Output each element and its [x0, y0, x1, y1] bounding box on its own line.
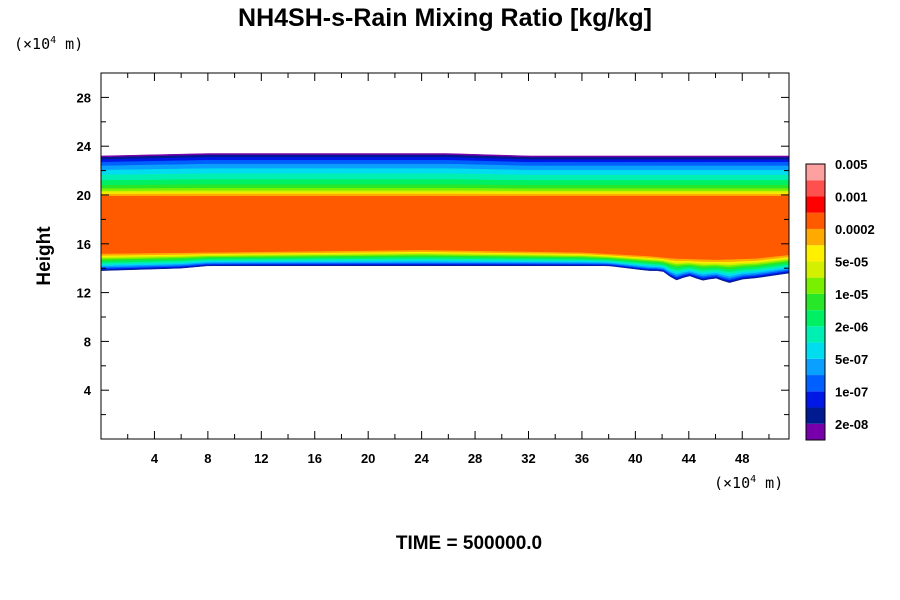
colorbar-swatch — [806, 310, 825, 327]
colorbar: 2e-08 1e-07 5e-07 2e-06 1e-05 5e-05 0.0002 0.00… — [805, 157, 875, 441]
y-axis-label: Height — [34, 226, 55, 286]
x-axis-ticks: 4 8 12 16 20 24 28 32 36 40 44 48 — [127, 73, 770, 466]
colorbar-swatch — [806, 180, 825, 197]
x-tick-label: 24 — [414, 451, 429, 466]
y-tick-label: 20 — [77, 188, 91, 203]
colorbar-swatch — [806, 342, 825, 359]
colorbar-swatch — [806, 326, 825, 343]
colorbar-label: 0.0002 — [835, 222, 875, 237]
colorbar-swatch — [806, 407, 825, 424]
x-tick-label: 40 — [628, 451, 642, 466]
x-axis-unit: (×104 m) — [714, 474, 783, 492]
time-label: TIME = 500000.0 — [396, 533, 542, 554]
chart-title: NH4SH-s-Rain Mixing Ratio [kg/kg] — [238, 4, 652, 32]
y-tick-label: 8 — [84, 334, 91, 349]
colorbar-label: 2e-06 — [835, 319, 868, 334]
colorbar-label: 5e-05 — [835, 254, 868, 269]
colorbar-swatch — [806, 228, 825, 246]
y-tick-label: 24 — [77, 139, 92, 154]
y-axis-unit: (×104 m) — [14, 35, 83, 53]
y-axis-ticks: 4 8 12 16 20 24 28 — [77, 90, 789, 416]
y-tick-label: 4 — [84, 383, 92, 398]
x-tick-label: 36 — [575, 451, 589, 466]
x-tick-label: 44 — [682, 451, 697, 466]
colorbar-swatch — [806, 375, 825, 392]
colorbar-swatch — [806, 164, 825, 181]
colorbar-swatch — [806, 212, 825, 229]
colorbar-swatch — [806, 358, 825, 376]
x-tick-label: 32 — [521, 451, 535, 466]
plot-frame — [100, 72, 790, 440]
colorbar-label: 2e-08 — [835, 417, 868, 432]
y-tick-label: 12 — [77, 286, 91, 301]
colorbar-swatch — [806, 293, 825, 311]
x-tick-label: 20 — [361, 451, 375, 466]
colorbar-label: 0.005 — [835, 157, 868, 172]
x-tick-label: 28 — [468, 451, 482, 466]
colorbar-swatch — [806, 277, 825, 294]
x-tick-label: 4 — [151, 451, 159, 466]
band-core-level-13 — [100, 195, 790, 260]
x-tick-label: 48 — [735, 451, 749, 466]
colorbar-swatch — [806, 261, 825, 278]
colorbar-label: 1e-05 — [835, 287, 868, 302]
colorbar-swatch — [806, 391, 825, 408]
x-tick-label: 12 — [254, 451, 268, 466]
plot-area — [100, 153, 790, 283]
colorbar-swatch — [806, 245, 825, 262]
colorbar-label: 0.001 — [835, 189, 868, 204]
x-tick-label: 8 — [204, 451, 211, 466]
y-tick-label: 16 — [77, 237, 91, 252]
colorbar-frame — [805, 163, 826, 441]
colorbar-swatch — [806, 423, 825, 440]
y-tick-label: 28 — [77, 90, 91, 105]
colorbar-swatch — [806, 196, 825, 213]
upper-band-level-12 — [100, 193, 790, 197]
colorbar-label: 5e-07 — [835, 352, 868, 367]
colorbar-label: 1e-07 — [835, 384, 868, 399]
x-tick-label: 16 — [308, 451, 322, 466]
